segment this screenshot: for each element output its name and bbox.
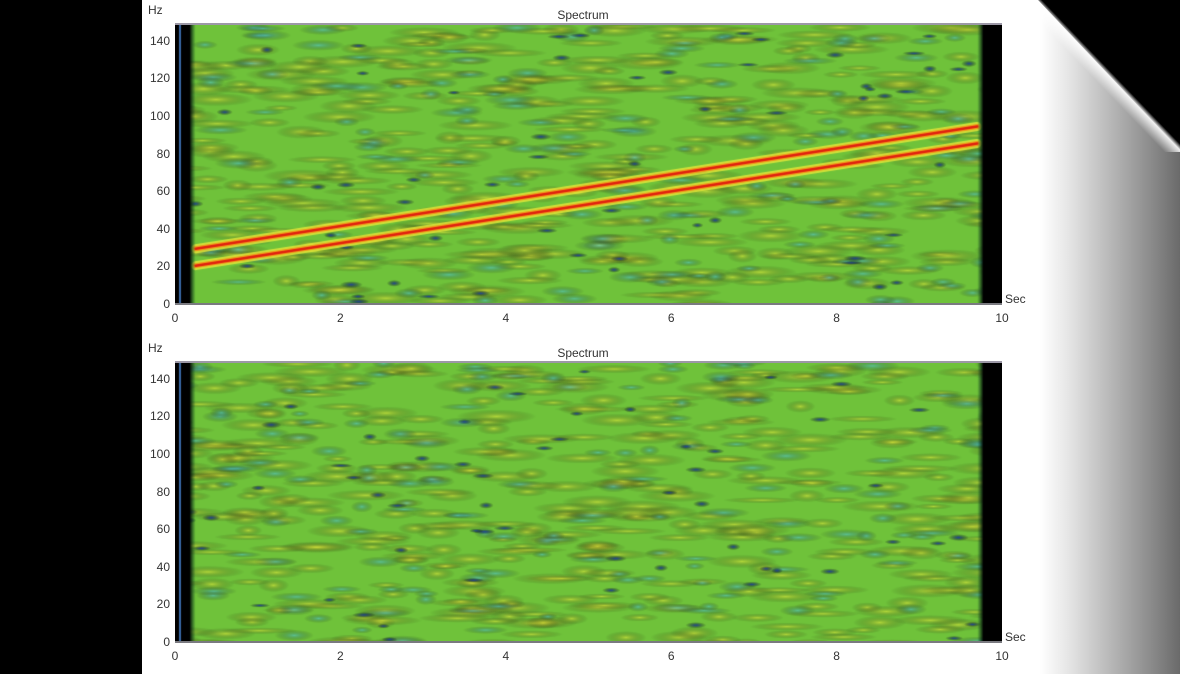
spectrogram-plot <box>175 23 1002 305</box>
spectrogram-plot <box>175 361 1002 643</box>
y-axis-label: Hz <box>148 341 163 355</box>
x-tick-label: 10 <box>995 311 1009 325</box>
y-tick-label: 60 <box>156 184 170 199</box>
y-tick-label: 100 <box>149 109 170 123</box>
x-axis-label: Sec <box>1005 630 1026 644</box>
x-tick-label: 2 <box>337 311 344 325</box>
x-tick-label: 6 <box>667 649 675 663</box>
y-tick-label: 60 <box>156 522 170 537</box>
y-tick-label: 80 <box>156 484 170 499</box>
spectrum-panel-bottom: Hz Spectrum 0 20 40 60 80 100 120 140 0 2 4 6 8 10 S… <box>142 338 1042 674</box>
y-tick-label: 40 <box>156 559 170 574</box>
y-tick-label: 0 <box>163 635 170 649</box>
y-tick-label: 120 <box>149 71 170 86</box>
y-tick-label: 0 <box>163 297 170 311</box>
y-axis-label: Hz <box>148 3 163 17</box>
y-tick-label: 120 <box>149 409 170 424</box>
y-tick-label: 80 <box>156 146 170 161</box>
x-tick-label: 10 <box>995 649 1009 663</box>
y-tick-label: 140 <box>149 33 170 48</box>
y-tick-label: 40 <box>156 221 170 236</box>
x-axis-label: Sec <box>1005 292 1026 306</box>
x-tick-label: 8 <box>833 649 840 663</box>
y-tick-label: 20 <box>156 597 170 612</box>
x-tick-label: 2 <box>337 649 344 663</box>
chart-title: Spectrum <box>557 346 609 360</box>
y-tick-label: 140 <box>149 371 170 386</box>
y-tick-label: 100 <box>149 447 170 461</box>
chart-title: Spectrum <box>557 8 609 22</box>
spectrum-panel-top: Hz Spectrum 0 20 40 60 80 100 120 140 0 2 4 6 8 10 S… <box>142 0 1042 336</box>
spectrogram-canvas <box>175 25 1002 303</box>
x-tick-label: 8 <box>833 311 840 325</box>
x-tick-label: 0 <box>171 649 179 663</box>
x-tick-label: 4 <box>502 649 510 663</box>
spectrogram-canvas <box>175 363 1002 641</box>
y-tick-label: 20 <box>156 259 170 274</box>
x-tick-label: 4 <box>502 311 510 325</box>
x-tick-label: 6 <box>667 311 675 325</box>
x-tick-label: 0 <box>171 311 179 325</box>
